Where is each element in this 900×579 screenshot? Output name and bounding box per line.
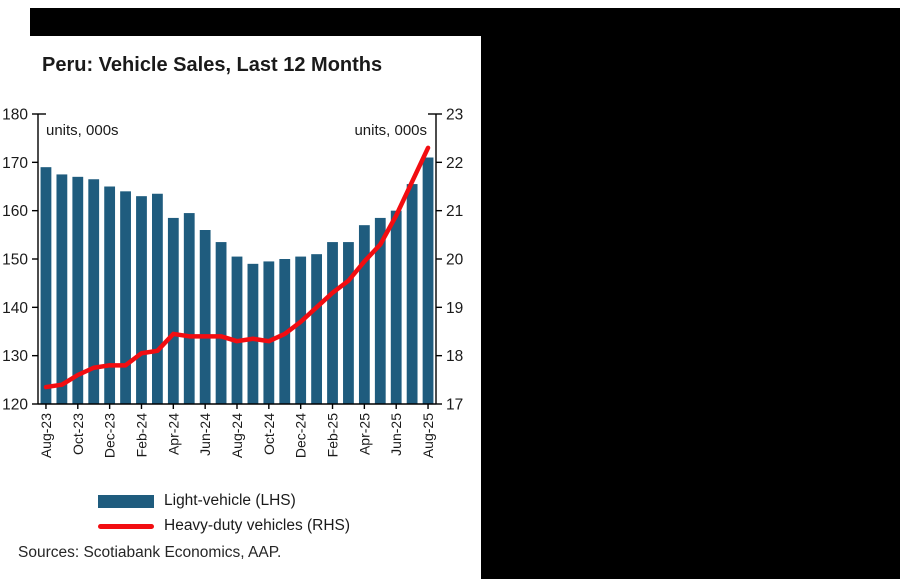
x-axis-label: Feb-24 xyxy=(133,413,149,458)
y-axis-label-right: 23 xyxy=(446,107,463,124)
chart-title: Peru: Vehicle Sales, Last 12 Months xyxy=(42,54,383,76)
bar-light-vehicle xyxy=(374,217,386,404)
legend-label-heavy-duty: Heavy-duty vehicles (RHS) xyxy=(164,517,351,534)
top-black-bar xyxy=(30,8,900,36)
bar-light-vehicle xyxy=(358,225,370,404)
bar-light-vehicle xyxy=(104,186,116,404)
x-axis-label: Jun-25 xyxy=(388,413,404,456)
x-axis-label: Aug-23 xyxy=(38,413,54,458)
bar-light-vehicle xyxy=(72,176,84,404)
y-axis-label-left: 140 xyxy=(2,300,28,317)
vehicle-sales-chart: 120 130 140 150 160 170 180 17 18 19 20 21 22 23 Aug-2… xyxy=(2,107,464,459)
y-axis-label-left: 130 xyxy=(2,348,28,365)
chart-panel: Peru: Vehicle Sales, Last 12 Months unit… xyxy=(0,36,481,579)
bar-light-vehicle xyxy=(199,230,211,404)
heavy-duty-swatch-icon xyxy=(98,523,154,529)
x-axis-label: Dec-23 xyxy=(102,413,118,458)
legend-item-heavy-duty: Heavy-duty vehicles (RHS) xyxy=(98,517,350,535)
bar-light-vehicle xyxy=(215,242,227,404)
bar-light-vehicle xyxy=(183,213,195,404)
y-axis-label-right: 17 xyxy=(446,397,463,414)
bar-light-vehicle xyxy=(311,254,322,404)
y-axis-label-left: 160 xyxy=(2,203,28,220)
x-axis-label: Apr-24 xyxy=(165,413,181,455)
x-axis-label: Aug-25 xyxy=(420,413,436,458)
bar-light-vehicle xyxy=(120,191,131,404)
bar-light-vehicle xyxy=(343,242,354,404)
bar-light-vehicle xyxy=(136,196,147,404)
y-axis-label-right: 19 xyxy=(446,300,463,317)
y-axis-label-right: 20 xyxy=(446,252,464,269)
bar-light-vehicle xyxy=(56,174,68,404)
y-axis-label-right: 18 xyxy=(446,348,463,365)
x-axis-label: Oct-24 xyxy=(261,413,277,455)
y-axis-label-left: 120 xyxy=(2,397,28,414)
bar-light-vehicle xyxy=(152,193,163,404)
left-axis-units-label: units, 000s xyxy=(46,122,119,139)
bar-light-vehicle xyxy=(167,217,179,404)
y-axis-label-left: 170 xyxy=(2,155,28,172)
source-note: Sources: Scotiabank Economics, AAP. xyxy=(18,544,282,561)
bar-light-vehicle xyxy=(231,256,243,404)
x-axis-label: Dec-24 xyxy=(293,413,309,458)
bar-light-vehicle xyxy=(263,261,275,404)
line-heavy-duty xyxy=(43,145,431,390)
bar-light-vehicle xyxy=(40,167,52,404)
bar-light-vehicle xyxy=(390,210,402,404)
y-axis-label-right: 21 xyxy=(446,203,463,220)
x-axis-label: Oct-23 xyxy=(70,413,86,455)
y-axis-label-left: 180 xyxy=(2,107,28,124)
bar-light-vehicle xyxy=(422,157,434,404)
bar-light-vehicle xyxy=(406,184,418,404)
x-axis-label: Feb-25 xyxy=(325,413,341,458)
y-axis-label-left: 150 xyxy=(2,252,28,269)
x-axis-label: Jun-24 xyxy=(197,413,213,456)
x-axis-label: Apr-25 xyxy=(356,413,372,455)
bar-light-vehicle xyxy=(295,256,307,404)
legend-item-light-vehicle: Light-vehicle (LHS) xyxy=(98,492,350,510)
chart-legend: Light-vehicle (LHS) Heavy-duty vehicles … xyxy=(98,492,350,535)
right-axis-units-label: units, 000s xyxy=(354,122,427,139)
x-axis-label: Aug-24 xyxy=(229,413,245,458)
light-vehicle-swatch-icon xyxy=(98,494,154,508)
bar-light-vehicle xyxy=(88,179,100,404)
bar-light-vehicle xyxy=(327,242,338,404)
legend-label-light-vehicle: Light-vehicle (LHS) xyxy=(164,492,296,509)
y-axis-label-right: 22 xyxy=(446,155,463,172)
right-black-block xyxy=(481,36,900,579)
bar-light-vehicle xyxy=(247,263,259,404)
